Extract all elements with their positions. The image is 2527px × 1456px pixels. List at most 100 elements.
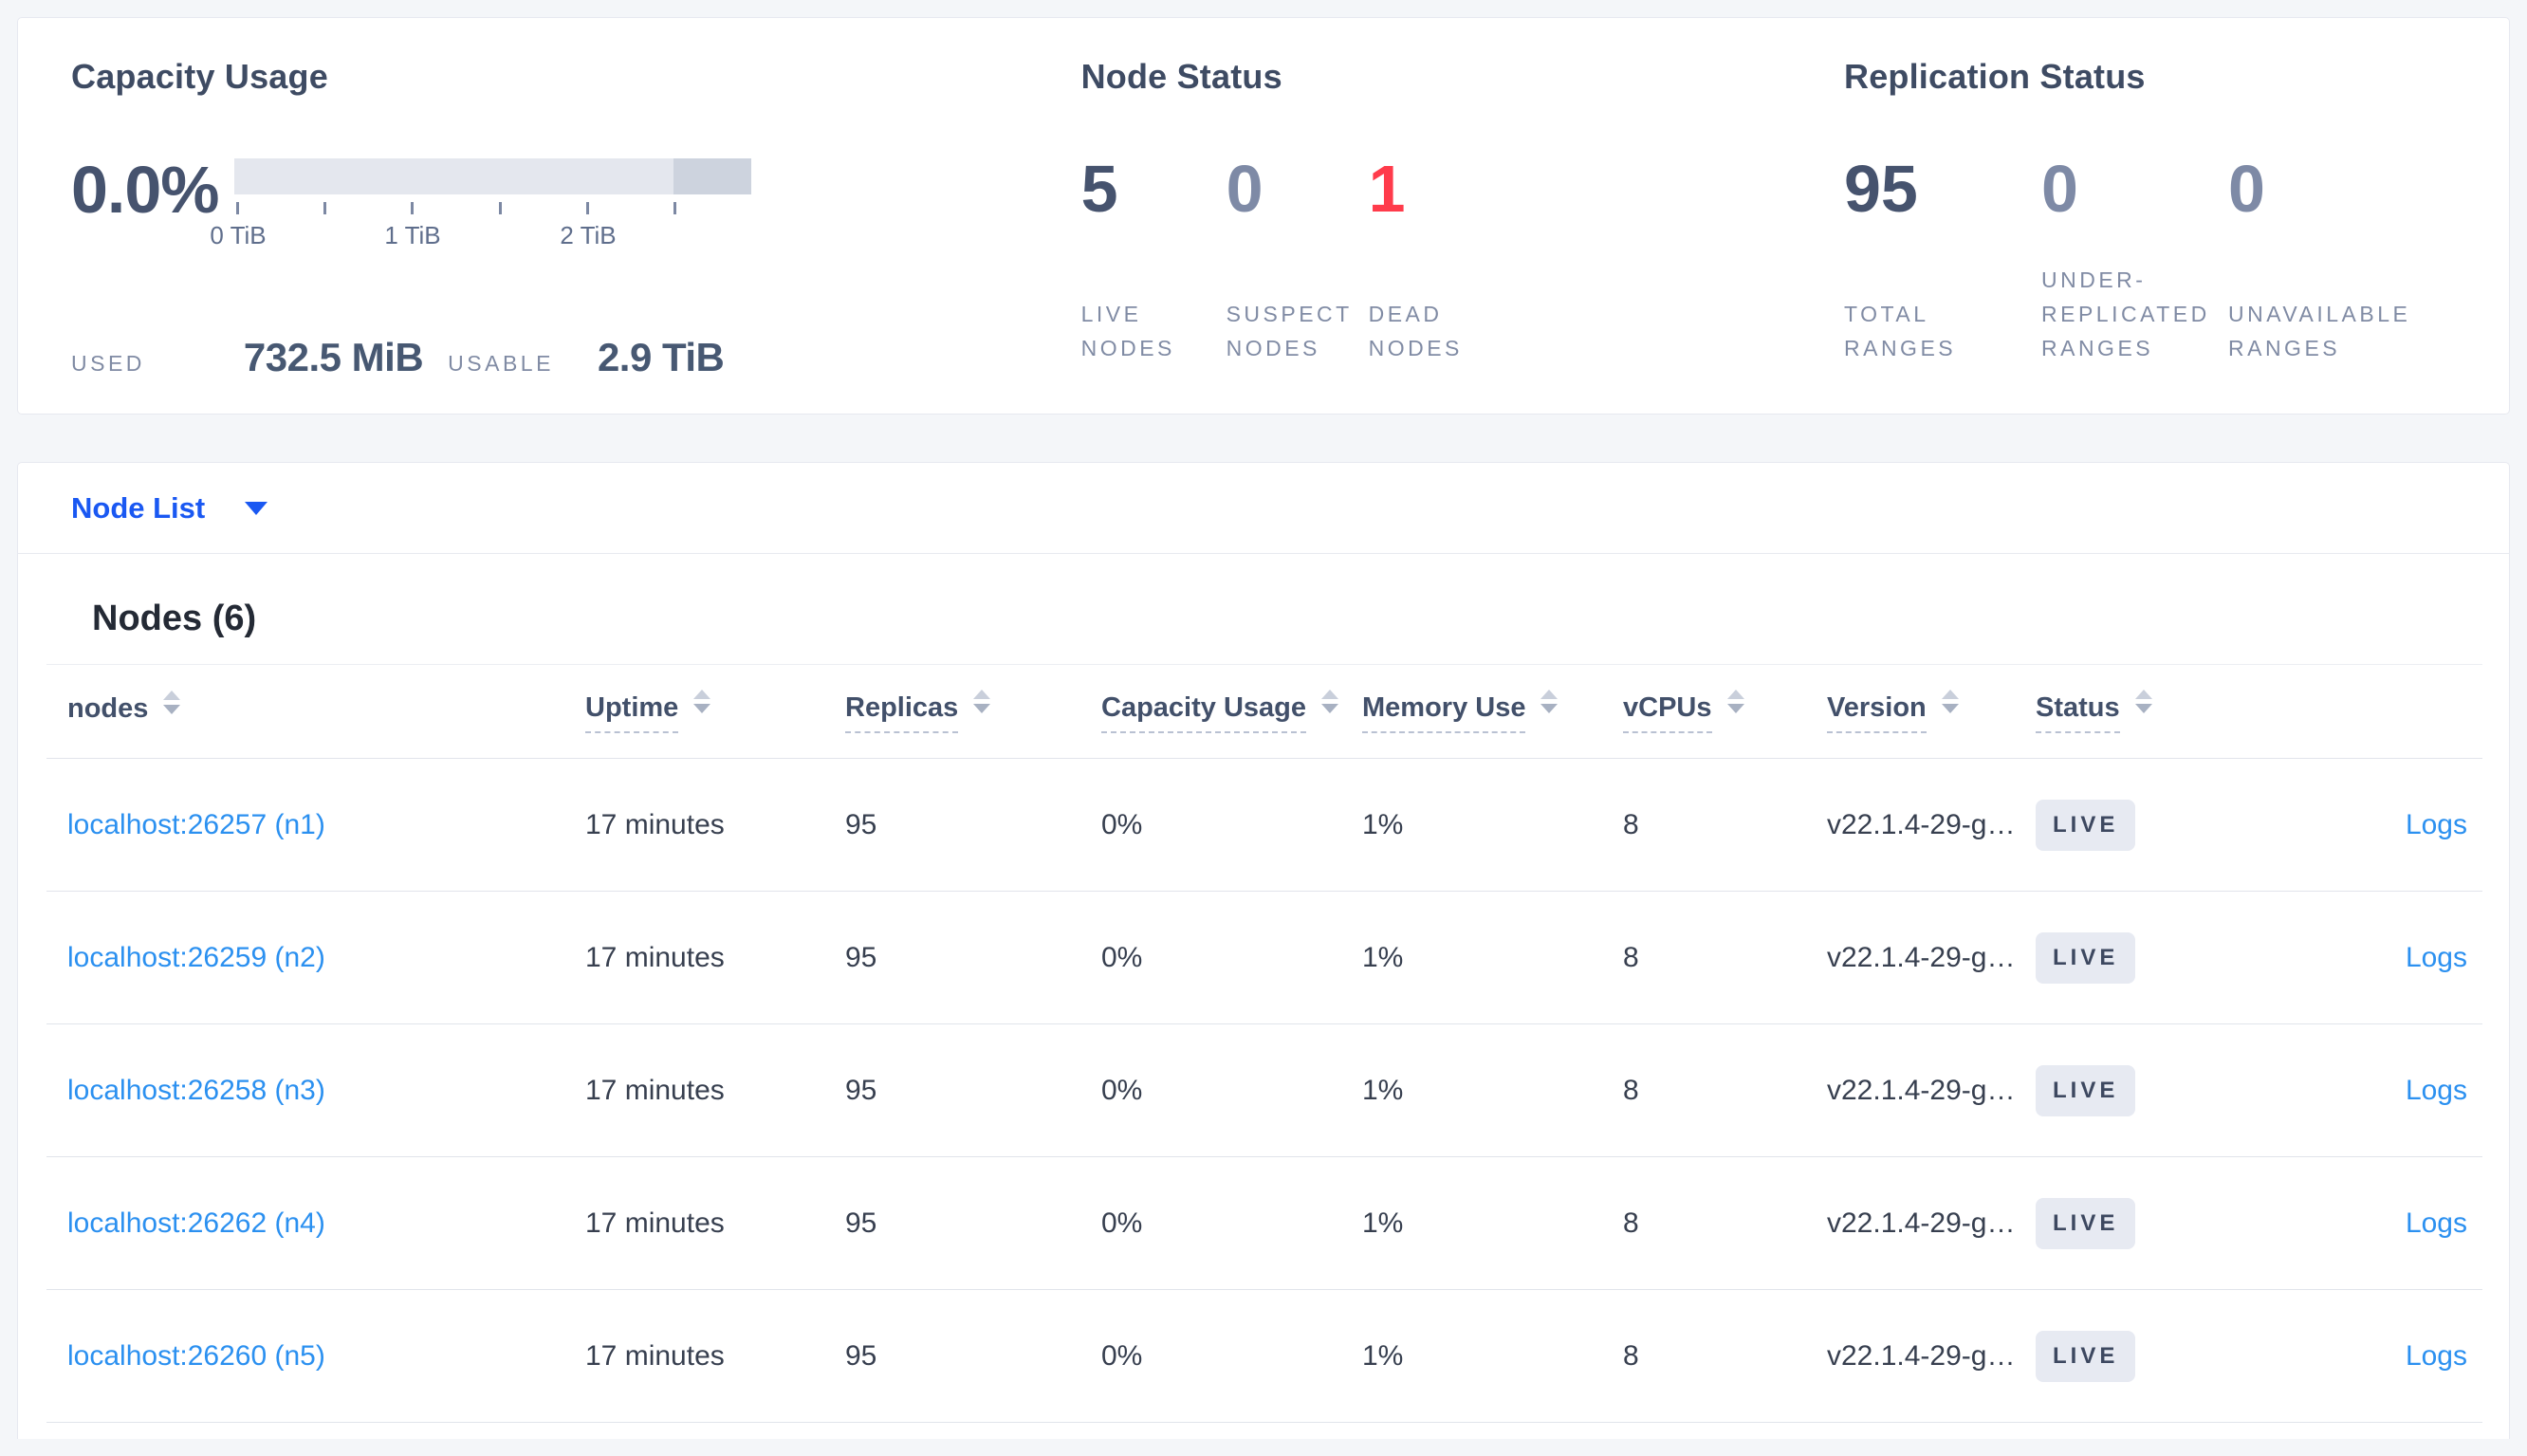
status-badge: LIVE [2036,799,2136,851]
table-header-row: nodes Uptime Replicas Capacity Usage Mem… [46,664,2482,759]
status-badge: LIVE [2036,1197,2136,1249]
column-header-label[interactable]: nodes [67,693,149,724]
logs-link[interactable]: Logs [2405,941,2467,973]
capacity-usage-title: Capacity Usage [71,57,328,96]
node-list-card: Node List Nodes (6) nodes Uptime Rep [17,462,2510,1439]
version-cell: v22.1.4-29-g… [1827,941,2016,973]
node-list-dropdown[interactable]: Node List [71,490,268,525]
node-status-title: Node Status [1080,57,1282,96]
logs-link[interactable]: Logs [2405,1074,2467,1106]
version-cell: v22.1.4-29-g… [1827,1339,2016,1372]
logs-link[interactable]: Logs [2405,1339,2467,1372]
capacity-bar [234,158,751,194]
total-ranges-stat: 95 TOTAL RANGES [1844,152,2041,365]
replicas-cell: 95 [845,941,877,973]
replication-status-section: Replication Status 95 TOTAL RANGES 0 UND… [1844,56,2456,414]
dead-nodes-label: DEAD NODES [1368,302,1463,360]
uptime-cell: 17 minutes [585,1207,725,1239]
sort-icon[interactable] [1540,690,1559,713]
tick-label-1: 1 TiB [384,221,441,249]
live-nodes-label: LIVE NODES [1080,302,1175,360]
chevron-down-icon [245,501,268,515]
uptime-cell: 17 minutes [585,941,725,973]
memory-use-cell: 1% [1362,941,1404,973]
version-cell: v22.1.4-29-g… [1827,1207,2016,1239]
vcpus-cell: 8 [1623,808,1639,840]
status-badge: LIVE [2036,1064,2136,1116]
table-row: localhost:26260 (n5) 17 minutes 95 0% 1%… [46,1290,2482,1423]
replicas-cell: 95 [845,1339,877,1372]
unavailable-ranges-stat: 0 UNAVAILABLE RANGES [2228,152,2456,365]
capacity-bar-chart: 0 TiB 1 TiB 2 TiB [210,158,765,251]
under-replicated-count: 0 [2041,152,2078,226]
node-link[interactable]: localhost:26257 (n1) [67,808,325,840]
view-selector-bar: Node List [18,463,2509,554]
nodes-panel-title: Nodes (6) [92,599,257,638]
uptime-cell: 17 minutes [585,1339,725,1372]
sort-icon[interactable] [973,690,991,713]
usable-value: 2.9 TiB [597,335,725,379]
node-link[interactable]: localhost:26262 (n4) [67,1207,325,1239]
tick-label-0: 0 TiB [210,221,267,249]
sort-icon[interactable] [163,691,181,714]
column-header-label[interactable]: vCPUs [1623,692,1712,733]
column-header-label[interactable]: Version [1827,692,1927,733]
node-link[interactable]: localhost:26260 (n5) [67,1339,325,1372]
dead-nodes-stat: 1 DEAD NODES [1368,152,1559,365]
capacity-usage-cell: 0% [1101,1074,1143,1106]
under-replicated-label: UNDER-REPLICATED RANGES [2041,267,2210,360]
table-row: localhost:26257 (n1) 17 minutes 95 0% 1%… [46,759,2482,892]
replicas-cell: 95 [845,808,877,840]
column-header-label[interactable]: Status [2036,692,2120,733]
vcpus-cell: 8 [1623,1207,1639,1239]
capacity-axis-labels: 0 TiB 1 TiB 2 TiB [210,221,751,251]
sort-icon[interactable] [2134,690,2152,713]
capacity-usage-cell: 0% [1101,808,1143,840]
uptime-cell: 17 minutes [585,1074,725,1106]
replicas-cell: 95 [845,1074,877,1106]
under-replicated-stat: 0 UNDER-REPLICATED RANGES [2041,152,2228,365]
dead-nodes-count: 1 [1368,152,1406,226]
capacity-usage-section: Capacity Usage 0.0% [71,56,1081,414]
memory-use-cell: 1% [1362,808,1404,840]
live-nodes-stat: 5 LIVE NODES [1080,152,1227,365]
table-body: localhost:26257 (n1) 17 minutes 95 0% 1%… [46,759,2482,1423]
table-row: localhost:26259 (n2) 17 minutes 95 0% 1%… [46,892,2482,1024]
nodes-panel: Nodes (6) nodes Uptime Replicas Capacity… [18,554,2509,1423]
memory-use-cell: 1% [1362,1074,1404,1106]
node-list-dropdown-label: Node List [71,490,206,525]
sort-icon[interactable] [1726,690,1744,713]
sort-icon[interactable] [1941,690,1959,713]
used-value: 732.5 MiB [243,335,424,379]
cluster-summary-card: Capacity Usage 0.0% [17,17,2510,415]
version-cell: v22.1.4-29-g… [1827,1074,2016,1106]
vcpus-cell: 8 [1623,1339,1639,1372]
node-status-section: Node Status 5 LIVE NODES 0 SUSPECT NODES… [1081,56,1844,414]
node-link[interactable]: localhost:26258 (n3) [67,1074,325,1106]
capacity-percent: 0.0% [71,153,220,227]
suspect-nodes-count: 0 [1226,152,1264,226]
nodes-table: nodes Uptime Replicas Capacity Usage Mem… [46,664,2482,1423]
suspect-nodes-label: SUSPECT NODES [1226,302,1353,360]
column-header-label[interactable]: Replicas [845,692,959,733]
column-header-label[interactable]: Capacity Usage [1101,692,1306,733]
node-link[interactable]: localhost:26259 (n2) [67,941,325,973]
table-row: localhost:26258 (n3) 17 minutes 95 0% 1%… [46,1024,2482,1157]
unavailable-ranges-label: UNAVAILABLE RANGES [2228,302,2411,360]
sort-icon[interactable] [1321,690,1338,713]
column-header-label[interactable]: Memory Use [1362,692,1526,733]
column-header-label[interactable]: Uptime [585,692,679,733]
logs-link[interactable]: Logs [2405,1207,2467,1239]
logs-link[interactable]: Logs [2405,808,2467,840]
status-badge: LIVE [2036,1330,2136,1382]
sort-icon[interactable] [693,690,711,713]
capacity-usage-cell: 0% [1101,941,1143,973]
live-nodes-count: 5 [1080,152,1118,226]
total-ranges-count: 95 [1844,152,1918,226]
vcpus-cell: 8 [1623,1074,1639,1106]
table-row: localhost:26262 (n4) 17 minutes 95 0% 1%… [46,1157,2482,1290]
tick-label-2: 2 TiB [560,221,617,249]
unavailable-ranges-count: 0 [2228,152,2265,226]
uptime-cell: 17 minutes [585,808,725,840]
